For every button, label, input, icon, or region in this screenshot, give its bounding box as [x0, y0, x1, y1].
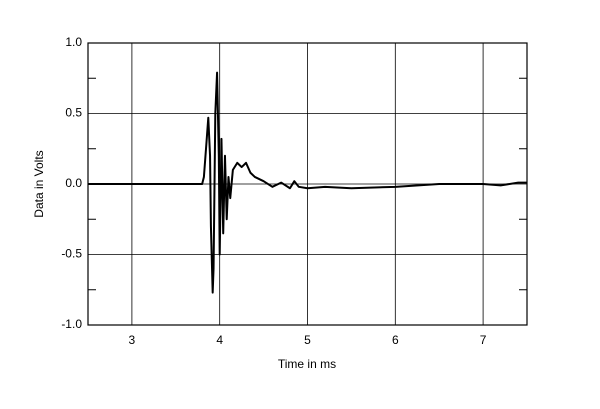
x-tick-label: 7 — [480, 333, 487, 347]
y-tick-label: 0.0 — [65, 176, 82, 190]
y-axis-label: Data in Volts — [32, 150, 46, 217]
x-tick-label: 5 — [304, 333, 311, 347]
x-tick-label: 6 — [392, 333, 399, 347]
data-line — [88, 71, 527, 294]
x-tick-label: 3 — [129, 333, 136, 347]
x-tick-label: 4 — [216, 333, 223, 347]
x-axis-label: Time in ms — [278, 357, 336, 371]
y-tick-label: 0.5 — [65, 106, 82, 120]
y-tick-label: -0.5 — [61, 247, 82, 261]
y-tick-label: 1.0 — [65, 35, 82, 49]
y-tick-label: -1.0 — [61, 317, 82, 331]
